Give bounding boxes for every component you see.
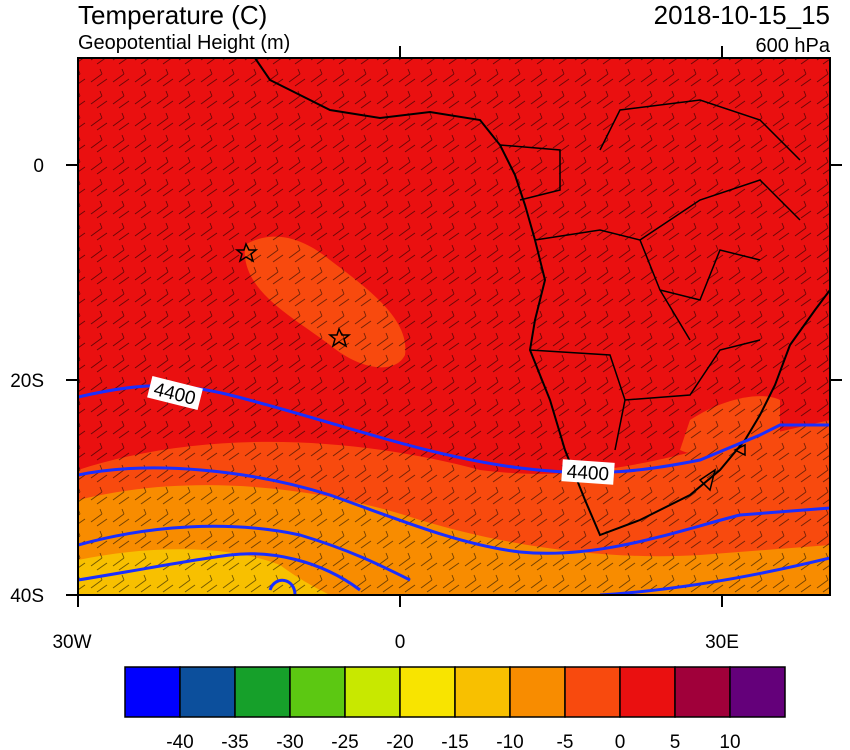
height-contour [78,552,830,595]
colorbar-label: -30 [276,732,303,750]
valid-time: 2018-10-15_15 [654,0,830,30]
colorbar-label: -35 [221,732,248,750]
colorbar-box [454,666,511,718]
colorbar: -40 -35 -30 -25 -20 -15 -10 -5 0 5 10 [124,666,786,750]
colorbar-box [674,666,731,718]
colorbar-box [344,666,401,718]
height-contour [78,524,411,582]
borders [499,99,801,492]
lon-label: 30E [705,632,739,653]
colorbar-box [179,666,236,718]
lon-label: 0 [395,632,406,653]
pressure-level: 600 hPa [755,35,830,57]
contour-label: 4400 [561,459,615,486]
map-area: 4400 4400 [78,58,830,595]
colorbar-box [399,666,456,718]
colorbar-label: 10 [719,732,740,750]
colorbar-box [619,666,676,718]
marker-star [327,327,352,348]
colorbar-box [124,666,181,718]
lat-label: 0 [33,156,44,177]
wind-barbs [78,58,830,595]
marker-star [234,242,259,263]
lat-label: 20S [10,371,44,392]
lon-label: 30W [52,632,91,653]
colorbar-label: -20 [386,732,413,750]
colorbar-box [509,666,566,718]
colorbar-label: -10 [496,732,523,750]
colorbar-box [729,666,786,718]
subtitle: Geopotential Height (m) [78,32,290,54]
colorbar-label: -5 [557,732,574,750]
colorbar-box [564,666,621,718]
colorbar-label: 0 [615,732,626,750]
map-frame [77,57,831,596]
height-contour [78,466,830,555]
colorbar-label: -40 [166,732,193,750]
ticks [66,46,842,607]
colorbar-label: -25 [331,732,358,750]
title: Temperature (C) [78,0,267,30]
colorbar-box [234,666,291,718]
colorbar-box [289,666,346,718]
colorbar-label: -15 [441,732,468,750]
lat-label: 40S [10,586,44,607]
colorbar-label: 5 [670,732,681,750]
contour-label-text: 4400 [566,462,610,486]
